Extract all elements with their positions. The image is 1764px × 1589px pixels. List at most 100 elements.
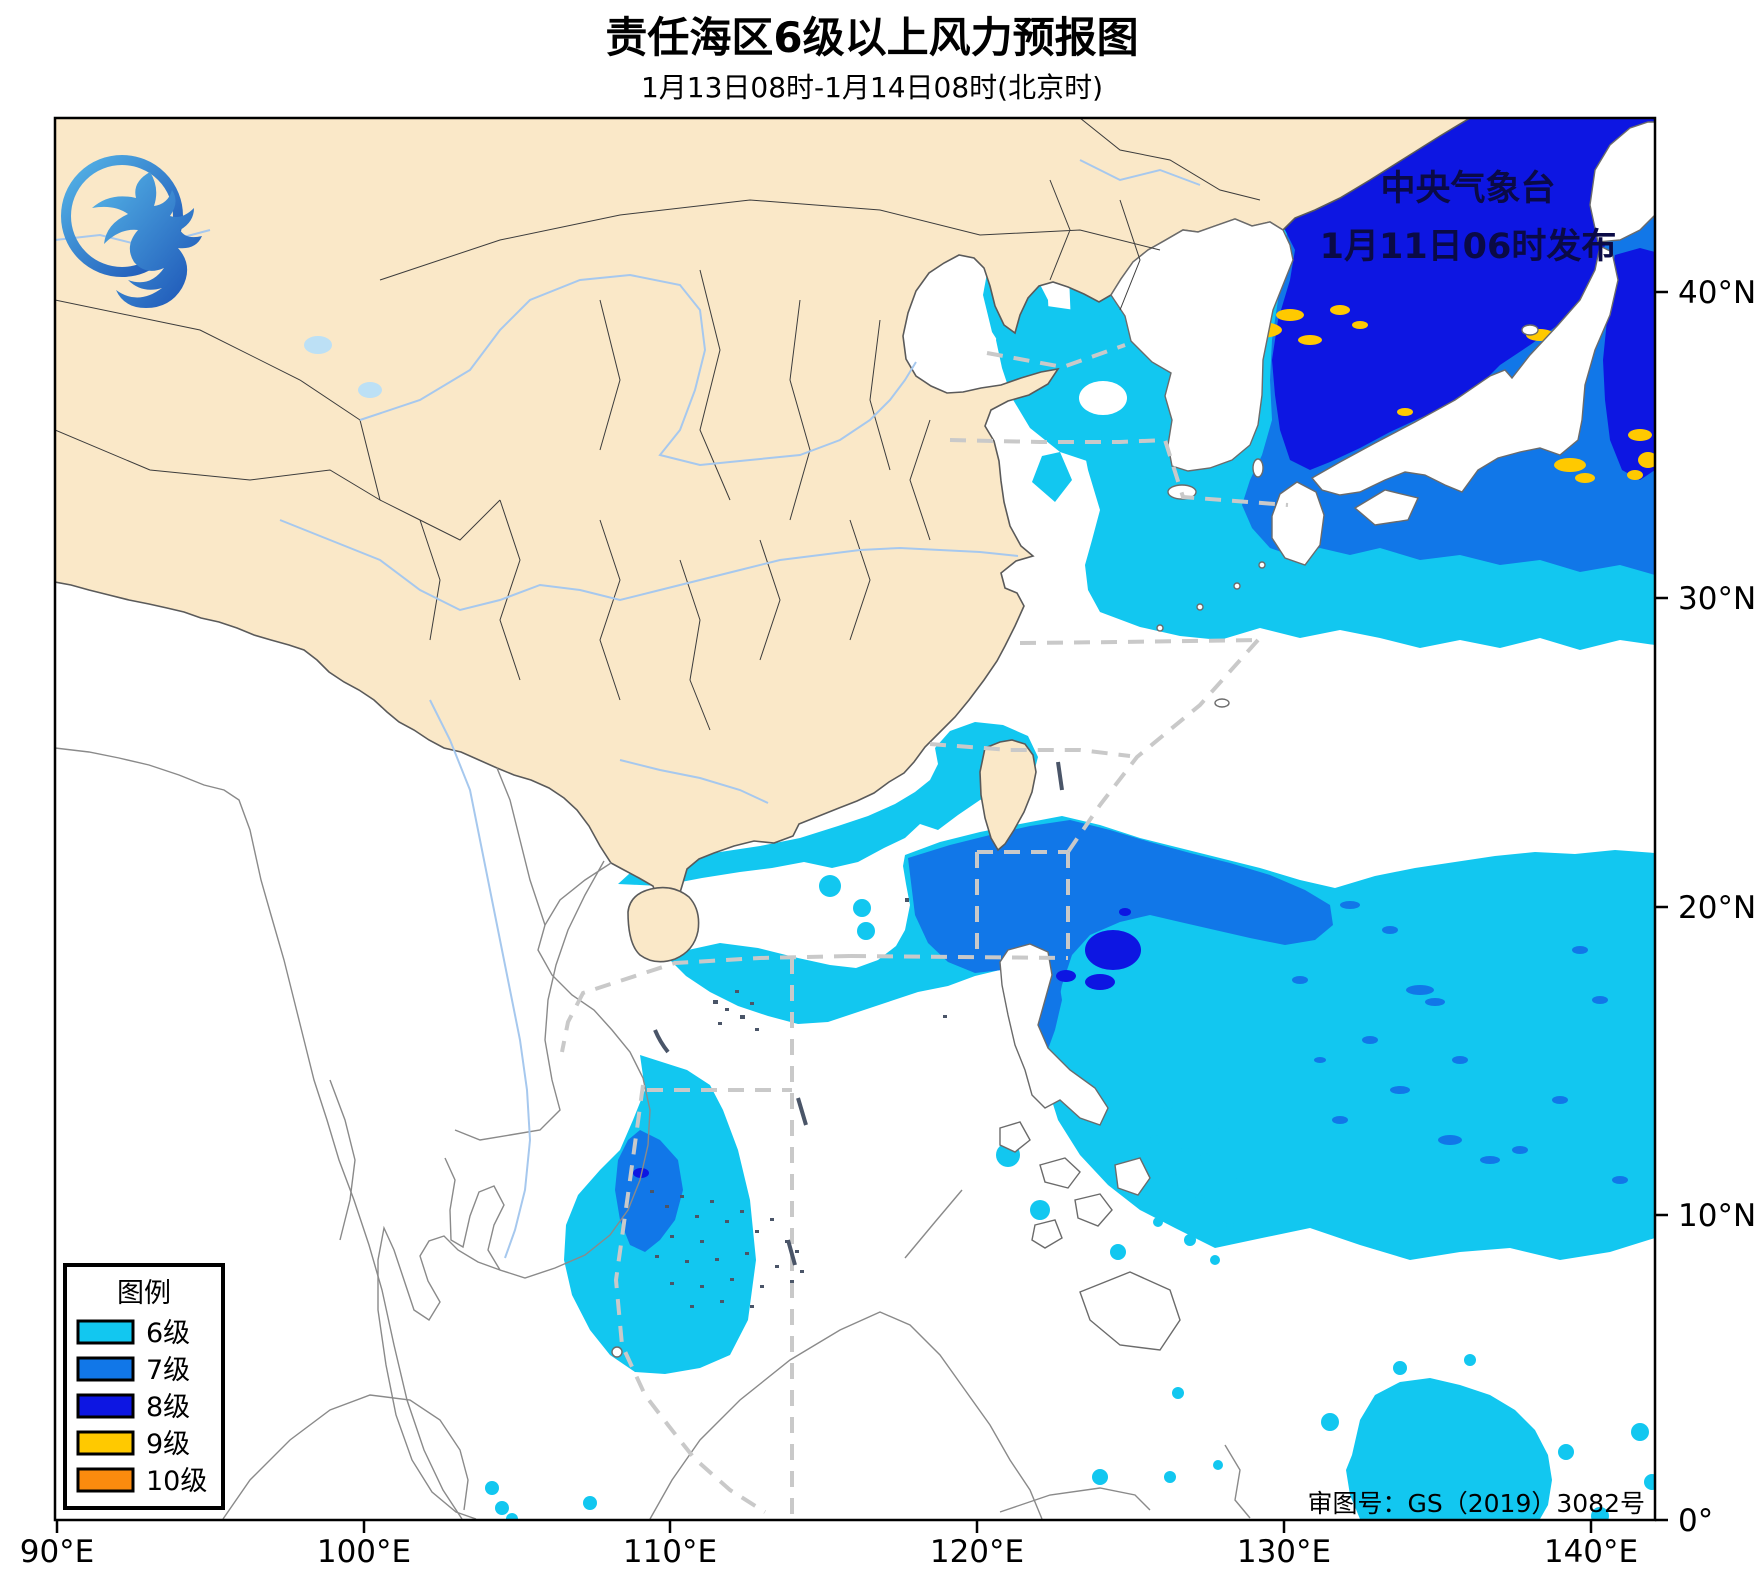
map-license: 审图号：GS（2019）3082号 [1308, 1489, 1646, 1518]
islet [611, 1346, 623, 1358]
sumatra-coast [222, 1394, 469, 1520]
yellow-sea-white-gap [1079, 381, 1127, 415]
mindoro [999, 1121, 1031, 1153]
wind6-scatter-dots [485, 1100, 1244, 1520]
kyushu [1271, 481, 1325, 566]
china-landmass [55, 118, 1472, 910]
wind7-south-scs [615, 1130, 683, 1252]
logo-dragon-icon [92, 172, 202, 308]
legend-title: 图例 [117, 1278, 171, 1309]
lon-label: 130°E [1237, 1534, 1331, 1570]
hokkaido [1589, 121, 1655, 243]
axis-ticks [55, 290, 1668, 1533]
page-title: 责任海区6级以上风力预报图 [605, 13, 1138, 62]
honshu [1310, 244, 1619, 496]
japan-islands [1156, 121, 1655, 708]
legend-swatch-6 [76, 1319, 135, 1345]
philippine-islands [904, 943, 1181, 1351]
legend-swatch-7 [76, 1356, 135, 1382]
luzon [999, 943, 1109, 1126]
axis-labels: 90°E 100°E 110°E 120°E 130°E 140°E 40°N … [20, 275, 1756, 1570]
hainan-island [627, 886, 700, 963]
lat-label: 0° [1678, 1503, 1713, 1539]
ryukyu-islet [1258, 561, 1266, 569]
yaeyama-island [1214, 698, 1230, 708]
wind8-east-of-japan [1603, 248, 1655, 480]
legend-label-6: 6级 [146, 1318, 190, 1349]
malay-myanmar-west-coast [55, 747, 463, 1520]
wind6-scs-philippine-sea [670, 816, 1655, 1260]
sea-zone-boundaries [560, 343, 1289, 1520]
legend-label-10: 10级 [146, 1466, 207, 1497]
mindanao [1079, 1271, 1181, 1351]
halmahera-coast [1224, 1444, 1251, 1519]
lon-label: 110°E [623, 1534, 717, 1570]
southeast-asia-coasts [55, 747, 1251, 1520]
legend-label-9: 9级 [146, 1429, 190, 1460]
lon-label: 120°E [930, 1534, 1024, 1570]
korea-peninsula [1110, 218, 1294, 472]
visayas [1031, 1219, 1063, 1249]
wind6-dot [1591, 1507, 1609, 1520]
lat-label: 20°N [1678, 890, 1756, 926]
lat-label: 10°N [1678, 1198, 1756, 1234]
songhua-river [1079, 159, 1201, 186]
lon-label: 140°E [1544, 1534, 1638, 1570]
wind6-dot [853, 899, 871, 917]
lake [304, 336, 332, 354]
yellow-river [359, 273, 917, 467]
borneo-coast [649, 1311, 1043, 1520]
wind6-dot [1558, 1444, 1574, 1460]
wind-areas-8 [633, 118, 1655, 1178]
legend-swatch-8 [76, 1393, 135, 1419]
wind7-flecks [1292, 901, 1628, 1184]
sado-island [1521, 324, 1539, 336]
province-borders [55, 118, 1261, 731]
sulawesi-coast [999, 1487, 1151, 1513]
map-frame [53, 116, 1657, 1522]
thailand-border [329, 1079, 356, 1241]
palawan [904, 1189, 963, 1259]
lat-label: 40°N [1678, 275, 1756, 311]
wind7-scs-wedge [908, 820, 1333, 1060]
legend-swatch-9 [76, 1430, 135, 1456]
samar [1114, 1157, 1151, 1196]
ryukyu-islet [1156, 624, 1164, 632]
wind6-dot [857, 922, 875, 940]
vietnam-coast [444, 862, 651, 1279]
laos-border [496, 767, 546, 926]
wind6-bottom-right [1346, 1378, 1552, 1519]
visayas [1039, 1157, 1081, 1189]
legend-label-8: 8级 [146, 1392, 190, 1423]
yangtze-river [279, 519, 1019, 612]
page-subtitle: 1月13日08时-1月14日08时(北京时) [641, 71, 1103, 104]
legend-swatch-10 [76, 1467, 135, 1493]
wind6-dot [1464, 1354, 1476, 1366]
gulf-of-thailand-coast [377, 1225, 501, 1520]
ryukyu-islet [1196, 603, 1204, 611]
logo-ring-icon [61, 155, 183, 277]
rivers [55, 159, 1201, 1259]
issue-time: 1月11日06时发布 [1320, 227, 1617, 267]
legend-label-7: 7级 [146, 1355, 190, 1386]
wind6-dot [1393, 1361, 1407, 1375]
wind6-dot [1644, 1474, 1655, 1490]
shikoku [1353, 489, 1419, 526]
xi-river [619, 759, 769, 804]
lon-label: 90°E [20, 1534, 95, 1570]
wind8-luzon-strait-blobs [633, 908, 1141, 1178]
lon-label: 100°E [317, 1534, 411, 1570]
qinghai-lake [358, 382, 382, 398]
lat-label: 30°N [1678, 581, 1756, 617]
wind8-japan-sea-core [1125, 118, 1655, 470]
issuer-name: 中央气象台 [1380, 169, 1555, 209]
wind6-yellow-sea-lobe [1032, 452, 1072, 502]
tsushima-island [1252, 458, 1264, 478]
taiwan-island [979, 739, 1037, 852]
cma-logo [61, 155, 202, 308]
indochina-border [454, 860, 605, 1141]
ryukyu-islet [1233, 582, 1241, 590]
mekong-river [429, 699, 532, 1259]
map-canvas [55, 118, 1655, 1520]
